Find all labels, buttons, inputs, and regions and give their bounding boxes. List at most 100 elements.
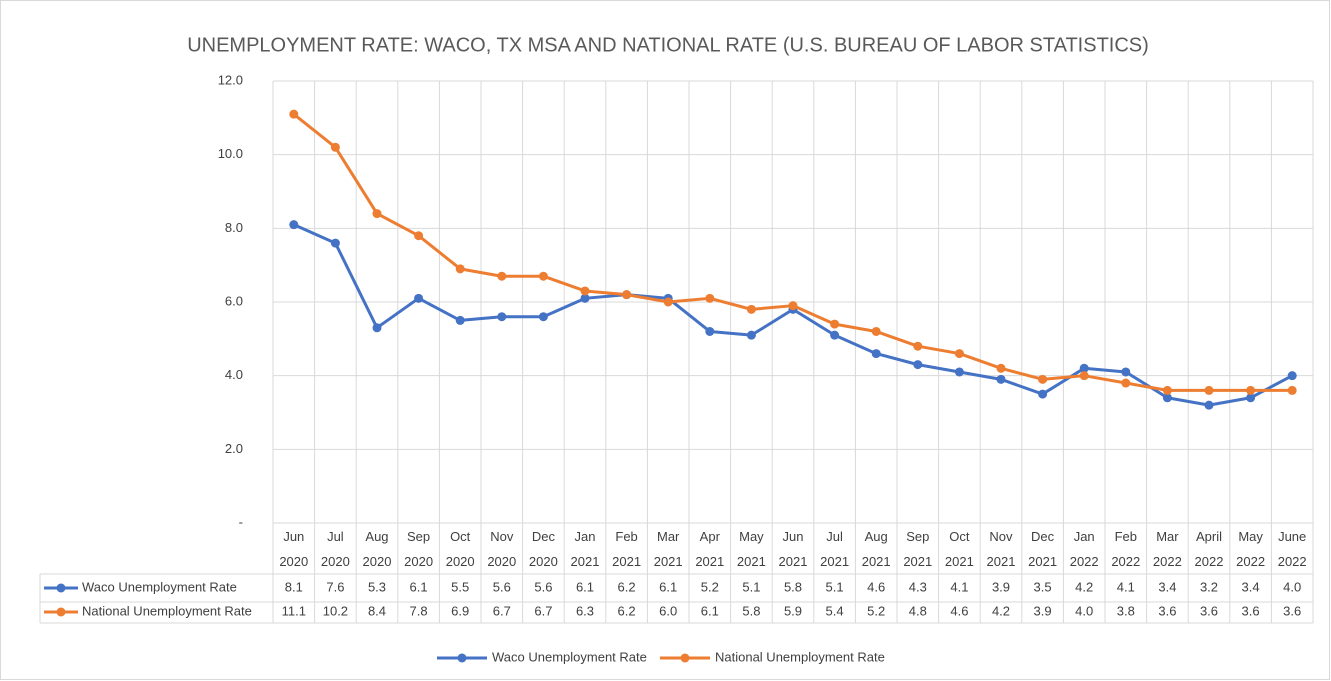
table-value: 6.2 — [618, 579, 636, 594]
table-value: 4.0 — [1283, 579, 1301, 594]
data-point — [1038, 374, 1048, 384]
data-point — [455, 264, 465, 274]
legend-label: Waco Unemployment Rate — [492, 649, 647, 664]
x-tick-label: June 2022 — [1277, 529, 1307, 569]
table-value: 3.4 — [1158, 579, 1176, 594]
table-value: 3.6 — [1242, 603, 1260, 618]
data-point — [1204, 385, 1214, 395]
table-value: 5.1 — [742, 579, 760, 594]
table-value: 5.8 — [784, 579, 802, 594]
y-tick-label: 10.0 — [218, 146, 243, 161]
row-header: Waco Unemployment Rate — [82, 579, 237, 594]
data-point — [497, 271, 507, 281]
data-point — [1287, 385, 1297, 395]
table-value: 3.6 — [1158, 603, 1176, 618]
data-point — [580, 293, 590, 303]
x-tick-label: Dec 2021 — [1028, 529, 1058, 569]
table-value: 4.6 — [867, 579, 885, 594]
data-point — [372, 323, 382, 333]
table-value: 6.0 — [659, 603, 677, 618]
data-point — [538, 312, 548, 322]
table-value: 5.2 — [701, 579, 719, 594]
x-tick-label: Mar 2021 — [653, 529, 683, 569]
row-legend-marker — [56, 583, 66, 593]
table-value: 6.7 — [534, 603, 552, 618]
y-tick-label: 2.0 — [225, 441, 243, 456]
data-point — [330, 142, 340, 152]
data-point — [289, 220, 299, 230]
x-tick-label: Oct 2021 — [944, 529, 974, 569]
table-value: 6.1 — [659, 579, 677, 594]
x-tick-label: Jul 2021 — [820, 529, 850, 569]
row-header: National Unemployment Rate — [82, 603, 252, 618]
data-point — [497, 312, 507, 322]
table-value: 10.2 — [323, 603, 348, 618]
data-point — [663, 297, 673, 307]
data-point — [455, 315, 465, 325]
data-point — [414, 293, 424, 303]
table-value: 6.1 — [576, 579, 594, 594]
x-tick-label: Jan 2022 — [1069, 529, 1099, 569]
data-point — [1246, 393, 1256, 403]
table-value: 4.2 — [992, 603, 1010, 618]
x-tick-label: Apr 2021 — [695, 529, 725, 569]
data-point — [372, 209, 382, 219]
table-value: 4.2 — [1075, 579, 1093, 594]
data-point — [330, 238, 340, 248]
table-value: 4.0 — [1075, 603, 1093, 618]
x-tick-label: Aug 2021 — [861, 529, 891, 569]
chart-title: UNEMPLOYMENT RATE: WACO, TX MSA AND NATI… — [187, 34, 1149, 56]
x-tick-label: Mar 2022 — [1152, 529, 1182, 569]
table-value: 3.9 — [1034, 603, 1052, 618]
x-tick-label: Sep 2020 — [404, 529, 434, 569]
table-value: 3.6 — [1283, 603, 1301, 618]
x-tick-label: Aug 2020 — [362, 529, 392, 569]
table-value: 6.1 — [701, 603, 719, 618]
table-value: 5.4 — [826, 603, 844, 618]
table-value: 5.6 — [493, 579, 511, 594]
data-point — [1162, 385, 1172, 395]
table-value: 7.8 — [410, 603, 428, 618]
data-point — [705, 326, 715, 336]
data-point — [1038, 389, 1048, 399]
x-tick-label: April 2022 — [1194, 529, 1224, 569]
y-tick-label: 12.0 — [218, 72, 243, 87]
table-value: 3.4 — [1242, 579, 1260, 594]
table-value: 5.2 — [867, 603, 885, 618]
data-point — [1121, 378, 1131, 388]
x-tick-label: Nov 2020 — [487, 529, 517, 569]
data-point — [1204, 400, 1214, 410]
data-point — [1162, 393, 1172, 403]
table-value: 6.3 — [576, 603, 594, 618]
y-tick-label: 6.0 — [225, 293, 243, 308]
data-point — [913, 341, 923, 351]
y-tick-label: - — [239, 514, 243, 529]
data-point — [954, 349, 964, 359]
legend-marker — [680, 653, 690, 663]
data-point — [871, 326, 881, 336]
x-tick-label: Nov 2021 — [986, 529, 1016, 569]
data-point — [871, 349, 881, 359]
table-value: 5.3 — [368, 579, 386, 594]
data-point — [996, 374, 1006, 384]
table-value: 6.9 — [451, 603, 469, 618]
data-point — [996, 363, 1006, 373]
table-value: 5.5 — [451, 579, 469, 594]
data-point — [1287, 371, 1297, 381]
table-value: 3.2 — [1200, 579, 1218, 594]
x-tick-label: Oct 2020 — [445, 529, 475, 569]
x-tick-label: Sep 2021 — [903, 529, 933, 569]
data-point — [1079, 371, 1089, 381]
x-tick-label: May 2022 — [1236, 529, 1266, 569]
table-value: 6.7 — [493, 603, 511, 618]
data-point — [580, 286, 590, 296]
table-value: 4.6 — [950, 603, 968, 618]
x-tick-label: Jul 2020 — [320, 529, 350, 569]
x-tick-label: Jun 2021 — [778, 529, 808, 569]
data-point — [289, 109, 299, 119]
table-value: 8.1 — [285, 579, 303, 594]
data-point — [830, 319, 840, 329]
table-value: 11.1 — [282, 603, 306, 618]
